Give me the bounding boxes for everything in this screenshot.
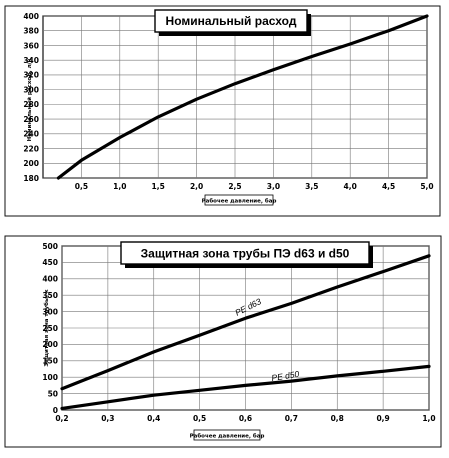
c2-x-tick-label: 0,4: [147, 414, 160, 423]
chart-2-title-box: [120, 241, 370, 265]
c2-y-tick-label: 50: [48, 389, 58, 398]
chart-2-title: Защитная зона трубы ПЭ d63 и d50: [141, 247, 350, 261]
chart-1-series: [56, 14, 429, 180]
chart-2-x-label-box: [193, 429, 261, 441]
chart-2-series: [60, 254, 431, 410]
c2-x-tick-label: 0,8: [331, 414, 344, 423]
c2-x-tick-label: 0,2: [55, 414, 68, 423]
chart-1-title-box: [154, 9, 308, 33]
chart-1-x-ticks: 0,5 1,0 1,5 2,0 2,5 3,0 3,5 4,0 4,5 5,0: [75, 182, 434, 191]
c2-x-tick-label: 0,5: [193, 414, 206, 423]
c2-y-tick-label: 100: [42, 373, 58, 382]
c2-y-tick-label: 450: [42, 258, 58, 267]
chart-2: 0,2 0,3 0,4 0,5 0,6 0,7 0,8 0,9 1,0 0 50 100 150 200…: [4, 235, 442, 448]
c2-y-tick-label: 0: [53, 406, 58, 415]
chart-1-title: Номинальный расход: [166, 14, 297, 28]
c2-x-tick-label: 0,9: [376, 414, 389, 423]
c1-y-tick-label: 180: [23, 174, 39, 183]
chart-2-y-ticks: 0 50 100 150 200 250 300 350 400 450 500: [42, 242, 58, 415]
c2-series-line-1: [60, 254, 431, 391]
c1-x-tick-label: 4,0: [344, 182, 357, 191]
chart-1: 0,5 1,0 1,5 2,0 2,5 3,0 3,5 4,0 4,5 5,0 180 200 220…: [4, 5, 441, 217]
c2-x-tick-label: 0,3: [101, 414, 114, 423]
c1-x-tick-label: 3,5: [305, 182, 318, 191]
c1-y-tick-label: 240: [23, 130, 39, 139]
chart-2-y-label: Защитная зона трубы, к: [43, 289, 50, 367]
c1-x-tick-label: 2,5: [228, 182, 241, 191]
c1-x-tick-label: 3,0: [267, 182, 280, 191]
c1-x-tick-label: 4,5: [382, 182, 395, 191]
c2-x-tick-label: 0,6: [239, 414, 252, 423]
chart-1-frame: [4, 5, 441, 217]
chart-2-x-ticks: 0,2 0,3 0,4 0,5 0,6 0,7 0,8 0,9 1,0: [55, 414, 435, 423]
c1-y-tick-label: 300: [23, 85, 39, 94]
series-label-pe-d50: PE d50: [271, 369, 300, 383]
c1-x-tick-label: 1,0: [113, 182, 126, 191]
chart-1-x-label-box: [204, 194, 274, 206]
c1-series-line-1: [56, 14, 429, 180]
c2-y-tick-label: 200: [42, 340, 58, 349]
c1-x-tick-label: 2,0: [190, 182, 203, 191]
c2-x-tick-label: 1,0: [422, 414, 435, 423]
chart-1-y-ticks: 180 200 220 240 260 280 300 320 340 360 380 400: [23, 12, 39, 183]
c2-y-tick-label: 150: [42, 357, 58, 366]
c1-y-tick-label: 340: [23, 56, 39, 65]
c1-y-tick-label: 400: [23, 12, 39, 21]
c2-x-tick-label: 0,7: [285, 414, 298, 423]
c2-series-line-2: [60, 364, 431, 410]
c2-y-tick-label: 400: [42, 275, 58, 284]
c1-y-tick-label: 380: [23, 27, 39, 36]
chart-1-y-label: Номинальный расход, л/ч: [26, 58, 33, 141]
chart-1-x-label: Рабочее давление, бар: [202, 198, 277, 205]
c1-y-tick-label: 360: [23, 41, 39, 50]
c2-y-tick-label: 350: [42, 291, 58, 300]
c1-y-tick-label: 280: [23, 100, 39, 109]
c1-x-tick-label: 0,5: [75, 182, 88, 191]
c1-x-tick-label: 5,0: [420, 182, 433, 191]
chart-2-x-label: Рабочее давление, бар: [190, 433, 265, 440]
c1-x-tick-label: 1,5: [152, 182, 165, 191]
chart-2-frame: [4, 235, 442, 448]
c2-y-tick-label: 250: [42, 324, 58, 333]
c1-y-tick-label: 260: [23, 115, 39, 124]
c1-y-tick-label: 220: [23, 144, 39, 153]
c2-y-tick-label: 300: [42, 307, 58, 316]
c2-y-tick-label: 500: [42, 242, 58, 251]
c1-y-tick-label: 200: [23, 159, 39, 168]
c1-y-tick-label: 320: [23, 71, 39, 80]
